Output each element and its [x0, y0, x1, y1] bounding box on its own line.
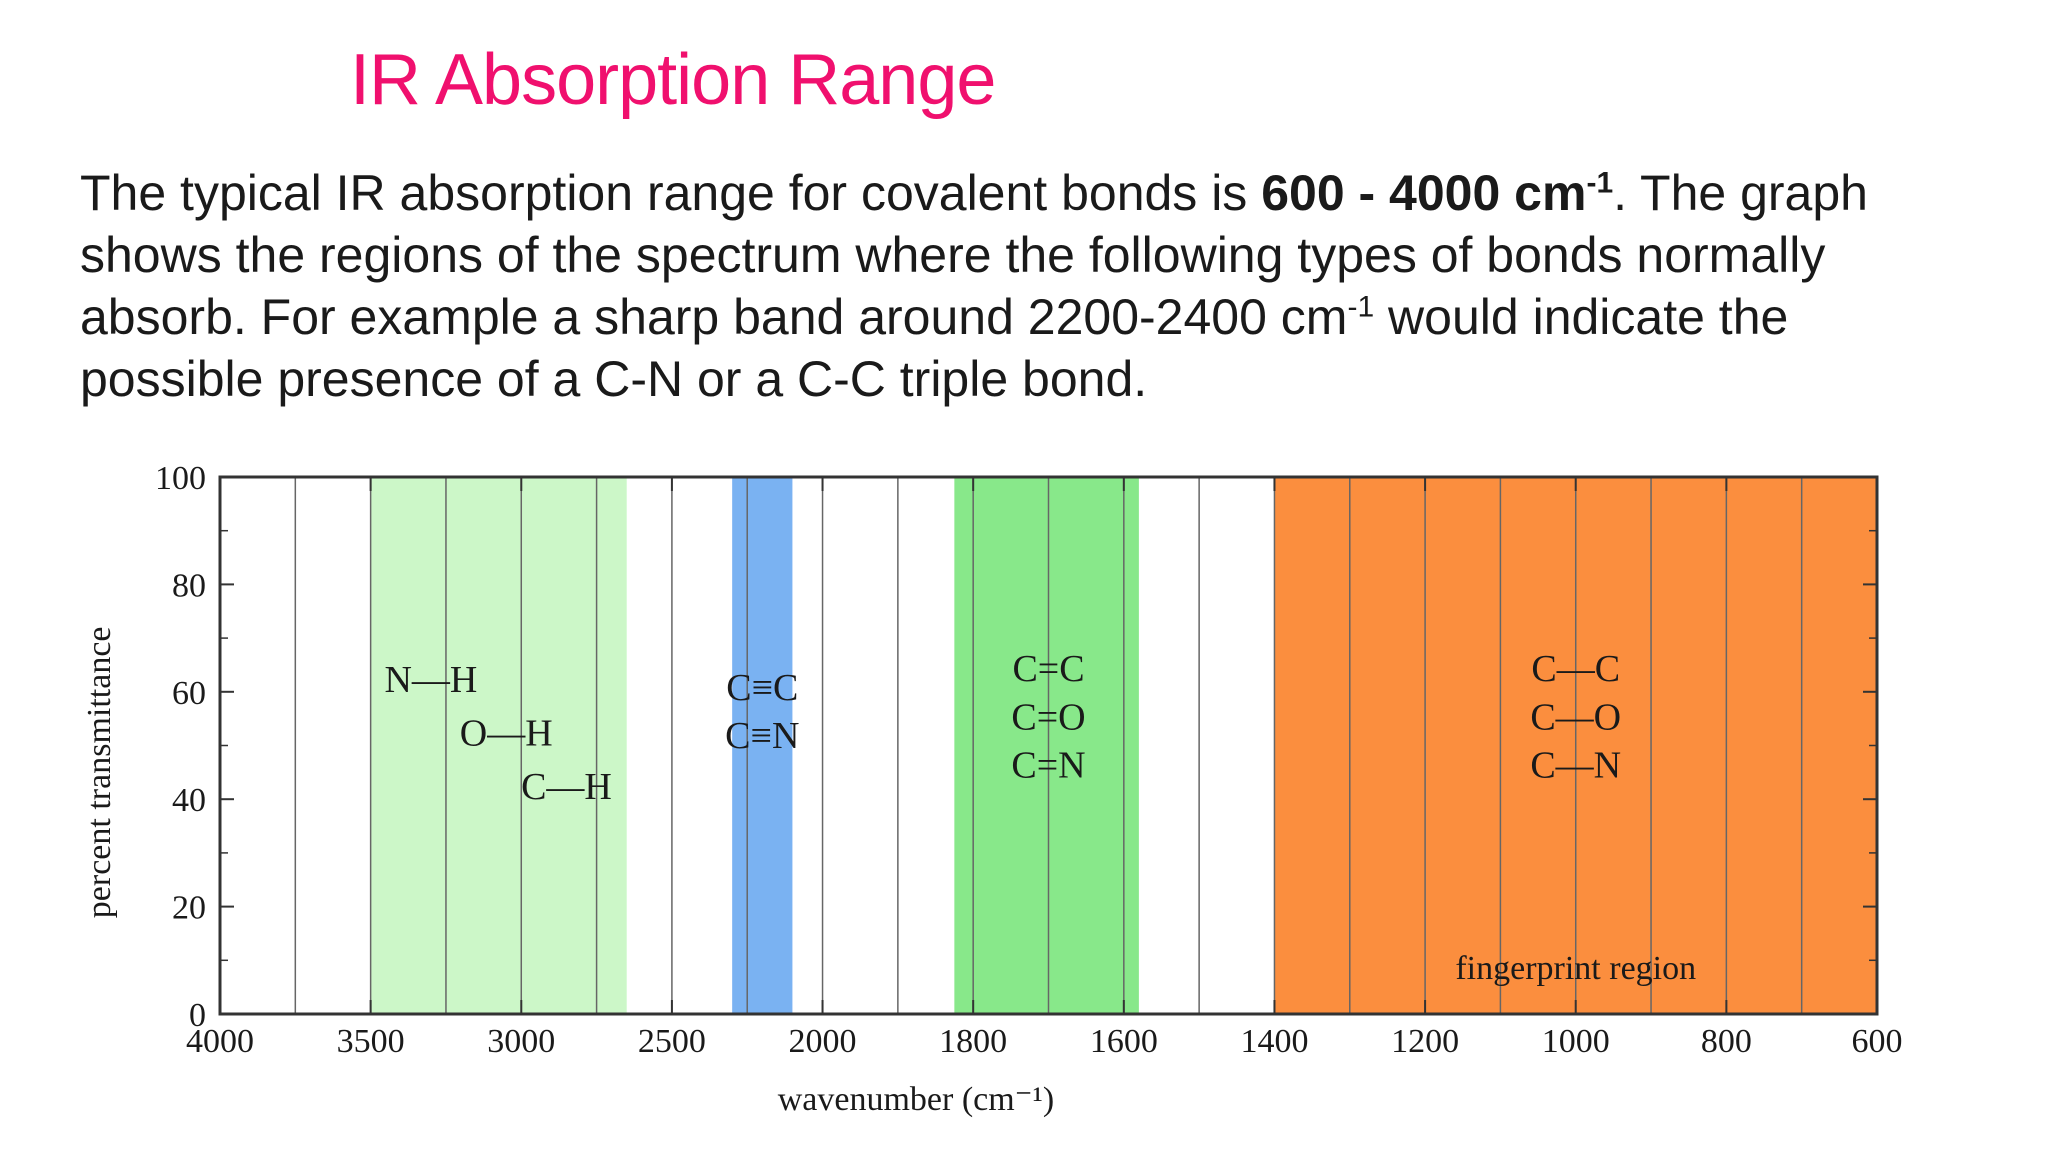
x-tick-label: 3000	[487, 1023, 555, 1060]
slide-title: IR Absorption Range	[350, 40, 996, 120]
labels-layer: 0 20 40 60 80 100 4000 3500 3000 2500 2000 1800 1600…	[155, 460, 1903, 1060]
y-tick-label: 0	[189, 997, 206, 1034]
bond-label: C=O	[1011, 696, 1085, 738]
bond-label: C—C	[1531, 648, 1620, 690]
ir-absorption-chart: 0 20 40 60 80 100 4000 3500 3000 2500 2000 1800 1600…	[81, 460, 1903, 1118]
bond-label: C=C	[1012, 648, 1084, 690]
bond-label: C—O	[1530, 696, 1621, 738]
x-tick-label: 800	[1701, 1023, 1752, 1060]
y-tick-label: 60	[172, 675, 206, 712]
body-superscript: -1	[1347, 290, 1375, 324]
ticks-layer	[219, 476, 1878, 1015]
x-tick-label: 1400	[1240, 1023, 1308, 1060]
x-tick-label: 1200	[1391, 1023, 1459, 1060]
body-segment: The typical IR absorption range for cova…	[80, 165, 1262, 221]
regions-layer	[370, 477, 1877, 1014]
body-range-bold: 600 - 4000 cm-1	[1261, 165, 1614, 221]
y-tick-label: 40	[172, 782, 206, 819]
fingerprint-caption: fingerprint region	[1455, 950, 1696, 987]
bond-label: C—H	[521, 766, 612, 808]
body-segment: would indicate the possible presence of …	[80, 289, 1789, 407]
body-segment: . The graph shows the regions of the spe…	[80, 165, 1868, 345]
bond-label: O—H	[460, 713, 553, 755]
bond-label: C≡C	[726, 667, 798, 709]
x-axis-label: wavenumber (cm⁻¹)	[778, 1081, 1054, 1118]
x-tick-label: 3500	[337, 1023, 405, 1060]
bond-label: C—N	[1530, 745, 1621, 787]
grid-layer	[294, 477, 1803, 1014]
x-tick-label: 1800	[939, 1023, 1007, 1060]
x-tick-label: 1600	[1090, 1023, 1158, 1060]
x-tick-label: 4000	[186, 1023, 254, 1060]
y-tick-label: 80	[172, 567, 206, 604]
y-axis-label: percent transmittance	[81, 626, 118, 918]
x-tick-label: 2500	[638, 1023, 706, 1060]
x-tick-label: 600	[1852, 1023, 1903, 1060]
bond-label: N—H	[384, 659, 477, 701]
region-band-0	[370, 477, 627, 1014]
slide-body-text: The typical IR absorption range for cova…	[80, 162, 1980, 410]
y-tick-label: 20	[172, 890, 206, 927]
region-band-2	[954, 477, 1139, 1014]
bond-label: C≡N	[725, 715, 799, 757]
y-tick-label: 100	[155, 460, 206, 497]
x-tick-label: 2000	[789, 1023, 857, 1060]
region-band-1	[732, 477, 793, 1014]
bond-label: C=N	[1011, 745, 1085, 787]
x-tick-label: 1000	[1542, 1023, 1610, 1060]
